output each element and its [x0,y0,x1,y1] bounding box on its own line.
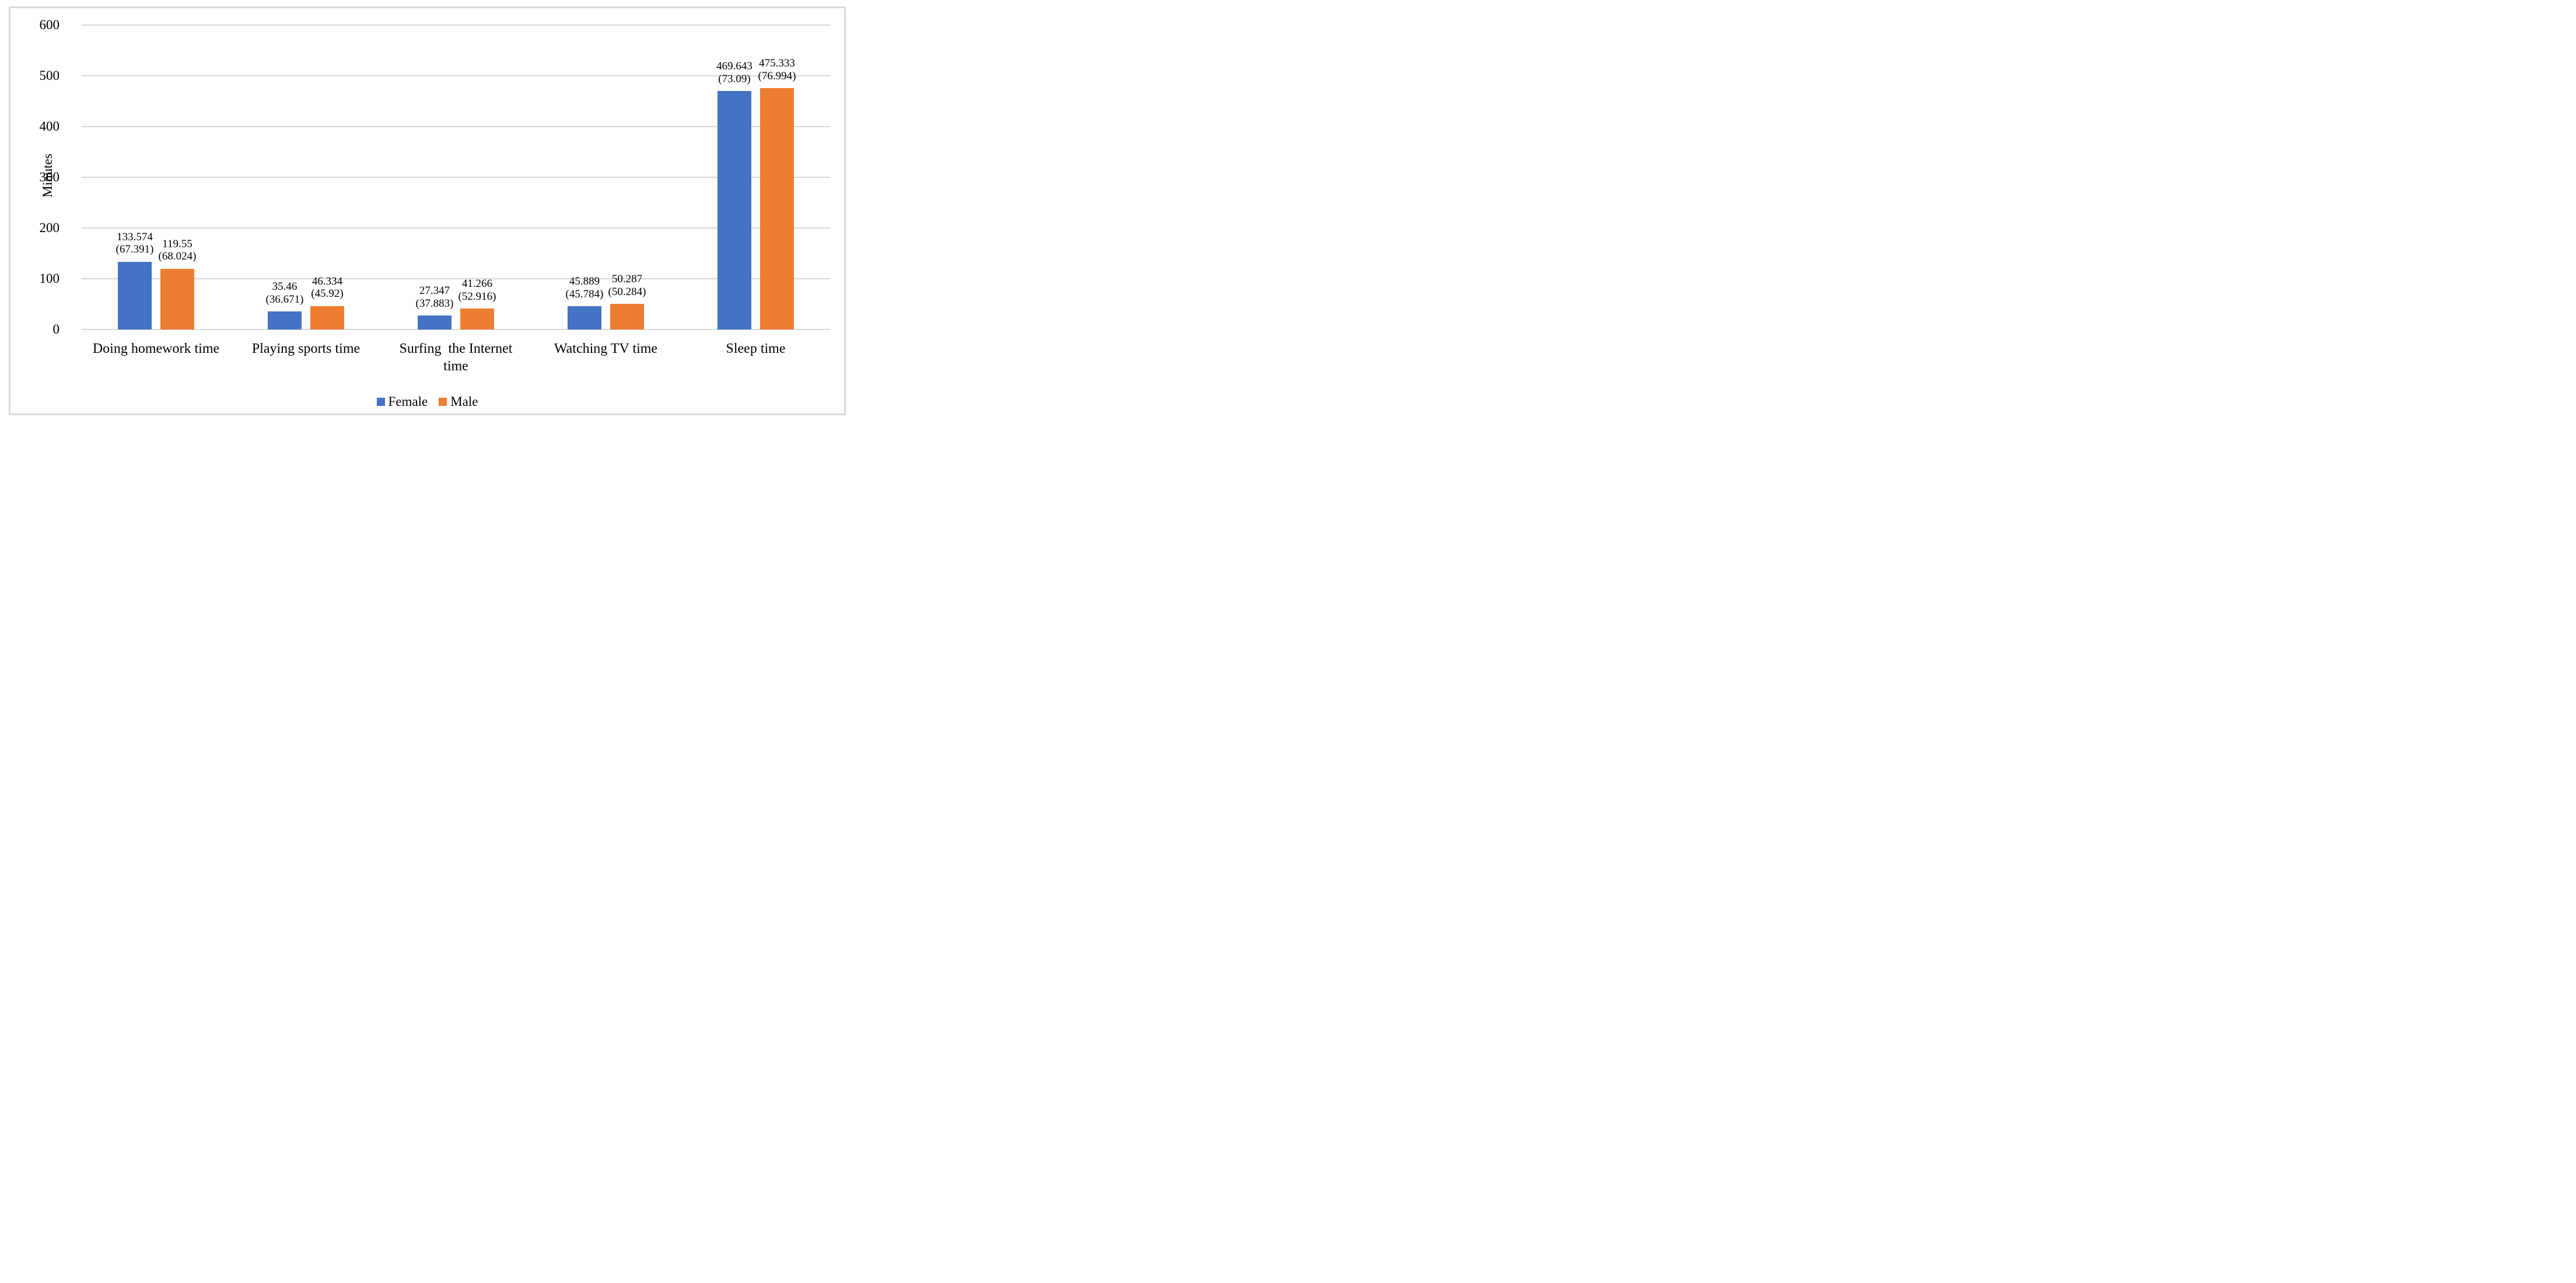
y-tick-label-600: 600 [39,17,60,32]
category-label-line: Doing homework time [92,341,220,356]
y-tick-label-300: 300 [39,170,60,184]
legend-item-female: Female [376,394,428,409]
category-label-line: Playing sports time [251,341,360,356]
bar-male-2 [310,306,344,329]
y-tick-label-400: 400 [39,119,60,134]
legend-swatch-male-icon [439,398,447,406]
category-label-line: Sleep time [726,341,786,356]
category-label-3: Surfing the Internet time [381,340,531,375]
data-label-male-3: 41.266 (52.916) [439,278,515,303]
data-label-line: (76.994) [758,69,796,82]
bar-male-4 [610,304,644,329]
chart-frame: Minutes 0 100 200 300 400 500 600 133.574 (67.39… [9,6,846,415]
bar-female-5 [718,91,751,329]
gridline-100 [81,278,831,279]
data-label-line: (73.09) [718,72,751,85]
category-label-1: Doing homework time [81,340,231,357]
gridline-300 [81,177,831,178]
data-label-line: (50.284) [608,285,646,298]
category-label-5: Sleep time [681,340,831,357]
data-label-line: (67.391) [116,243,154,256]
bar-female-1 [118,261,152,329]
category-label-4: Watching TV time [531,340,681,357]
data-label-female-3: 27.347 (37.883) [397,285,473,310]
y-tick-label-200: 200 [39,220,60,235]
legend-swatch-female-icon [376,398,385,406]
bar-female-2 [268,311,302,329]
chart-canvas: Minutes 0 100 200 300 400 500 600 133.574 (67.39… [0,0,859,427]
data-label-line: 469.643 [716,60,752,73]
y-tick-label-0: 0 [52,322,60,336]
plot-area: Minutes 0 100 200 300 400 500 600 133.574 (67.39… [10,8,844,413]
data-label-line: 119.55 [162,237,192,250]
bar-female-4 [568,306,601,329]
data-label-line: (45.92) [311,288,344,300]
data-label-line: 50.287 [611,273,643,286]
bar-female-3 [418,316,452,329]
legend-label-female: Female [388,394,428,409]
data-label-line: 46.334 [312,275,343,288]
data-label-line: (36.671) [265,293,304,306]
data-label-line: 27.347 [419,285,450,297]
bar-male-3 [460,309,494,329]
data-label-line: (45.784) [565,288,604,300]
gridline-600 [81,24,831,26]
data-label-female-2: 35.46 (36.671) [247,281,323,306]
y-tick-label-500: 500 [39,68,60,83]
data-label-male-2: 46.334 (45.92) [289,275,365,300]
data-label-female-1: 133.574 (67.391) [97,231,173,256]
y-tick-label-100: 100 [39,271,60,286]
gridline-0 [81,329,831,330]
legend: Female Male [10,395,844,409]
legend-item-male: Male [439,395,478,409]
data-label-line: (68.024) [158,250,197,263]
gridline-400 [81,126,831,127]
data-label-line: 133.574 [117,230,153,243]
category-label-line: Watching TV time [554,341,658,356]
bar-male-5 [760,88,794,329]
data-label-line: (52.916) [458,290,496,303]
bar-male-1 [160,268,194,329]
gridline-500 [81,75,831,76]
category-label-2: Playing sports time [231,340,381,357]
data-label-line: 45.889 [569,275,600,288]
data-label-female-5: 469.643 (73.09) [696,60,772,85]
category-label-line: Surfing the Internet [399,341,513,356]
data-label-line: 35.46 [272,281,298,293]
data-label-line: 41.266 [461,278,493,290]
legend-label-male: Male [450,394,478,409]
data-label-male-5: 475.333 (76.994) [739,57,815,82]
data-label-line: (37.883) [415,297,454,310]
category-label-line: time [443,359,468,374]
data-label-line: 475.333 [759,57,795,70]
data-label-male-1: 119.55 (68.024) [139,238,215,263]
gridline-200 [81,227,831,229]
data-label-male-4: 50.287 (50.284) [589,273,665,298]
data-label-female-4: 45.889 (45.784) [547,275,622,300]
